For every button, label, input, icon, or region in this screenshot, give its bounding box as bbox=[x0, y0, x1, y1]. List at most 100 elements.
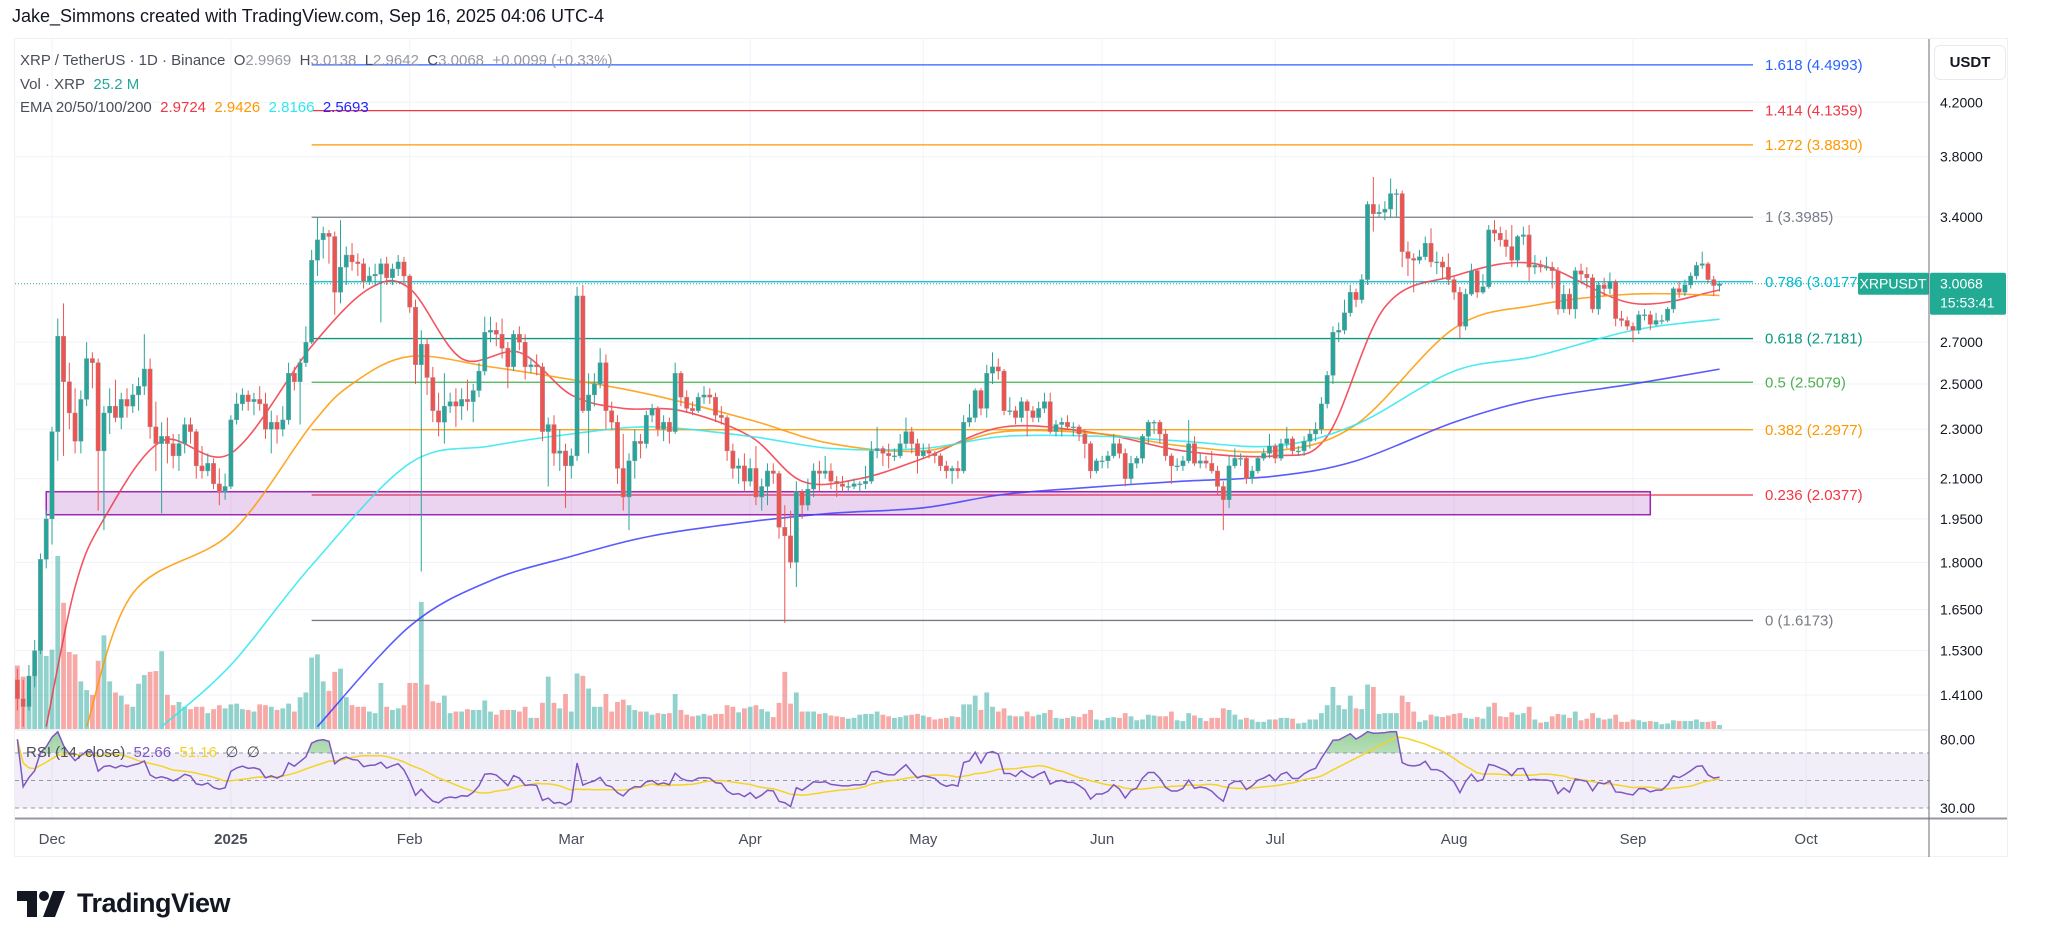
candle-body bbox=[1140, 436, 1145, 459]
candle-body bbox=[1532, 265, 1538, 268]
volume-bar bbox=[136, 683, 141, 729]
legend-ema-row[interactable]: EMA 20/50/100/200 2.9724 2.9426 2.8166 2… bbox=[20, 99, 369, 116]
candle bbox=[61, 303, 66, 456]
candle-body bbox=[551, 424, 557, 454]
volume-bar bbox=[926, 717, 932, 729]
volume-bar bbox=[1619, 721, 1624, 729]
candle bbox=[1209, 450, 1215, 474]
volume-bar bbox=[557, 708, 563, 729]
volume-bar bbox=[695, 715, 701, 729]
candle bbox=[176, 433, 182, 471]
volume-bar bbox=[1555, 713, 1561, 729]
candle-body bbox=[586, 394, 592, 411]
candle bbox=[101, 406, 107, 531]
candle-body bbox=[1076, 426, 1082, 435]
price-axis-label: 3.8000 bbox=[1940, 149, 1983, 165]
volume-value: 25.2 M bbox=[93, 76, 140, 93]
candle-body bbox=[488, 330, 493, 333]
candle-body bbox=[909, 431, 915, 444]
price-axis-label: 1.8000 bbox=[1940, 554, 1983, 570]
volume-bar bbox=[193, 706, 199, 729]
volume-bar bbox=[263, 705, 268, 729]
candle bbox=[511, 330, 516, 372]
candle-body bbox=[638, 440, 643, 444]
candle bbox=[1336, 322, 1342, 343]
candle bbox=[326, 229, 332, 264]
candle-body bbox=[690, 408, 695, 411]
candle-body bbox=[257, 399, 263, 405]
volume-bar bbox=[817, 713, 822, 729]
volume-bar bbox=[1117, 717, 1122, 729]
candle-body bbox=[892, 455, 897, 458]
volume-bar bbox=[332, 671, 338, 729]
volume-bar bbox=[228, 704, 234, 729]
volume-bar bbox=[1549, 716, 1555, 729]
candle bbox=[1486, 225, 1492, 289]
volume-bar bbox=[1238, 719, 1244, 729]
volume-bar bbox=[938, 718, 943, 729]
candle bbox=[1301, 436, 1307, 456]
candle-body bbox=[38, 559, 43, 651]
currency-unit-button[interactable]: USDT bbox=[1934, 45, 2006, 80]
candle bbox=[1134, 455, 1140, 469]
volume-bar bbox=[1717, 725, 1722, 729]
candle-body bbox=[447, 401, 453, 407]
rsi-legend[interactable]: RSI (14, close) 52.66 51.16 ∅ ∅ bbox=[26, 743, 260, 761]
volume-bar bbox=[1509, 712, 1515, 729]
symbol-title[interactable]: XRP / TetherUS · 1D · Binance bbox=[20, 52, 226, 69]
candle-body bbox=[603, 362, 609, 411]
support-zone[interactable] bbox=[45, 490, 1652, 516]
candle bbox=[620, 433, 626, 511]
candle bbox=[770, 463, 776, 484]
candle bbox=[713, 392, 718, 423]
candle bbox=[332, 231, 338, 315]
candle-body bbox=[482, 332, 488, 372]
volume-bar bbox=[1018, 716, 1024, 729]
time-axis-label: Apr bbox=[738, 831, 761, 848]
candle-body bbox=[793, 491, 799, 563]
volume-bar bbox=[118, 695, 124, 729]
volume-bar bbox=[72, 654, 78, 729]
candle-body bbox=[1694, 265, 1699, 277]
candle bbox=[216, 468, 222, 506]
volume-bar bbox=[1659, 724, 1665, 729]
candle-body bbox=[1065, 422, 1070, 428]
candle bbox=[43, 510, 49, 569]
candle bbox=[851, 478, 857, 490]
candle bbox=[476, 362, 482, 398]
candle bbox=[378, 258, 384, 323]
candle-body bbox=[1544, 266, 1549, 269]
symbol-tag bbox=[1858, 272, 1929, 295]
candle bbox=[1509, 225, 1515, 268]
candle-body bbox=[176, 443, 182, 457]
bar-countdown: 15:53:41 bbox=[1940, 295, 1995, 311]
fib-retracement[interactable]: 1.618 (4.4993) 1.414 (4.1359) 1.272 (3.883… bbox=[311, 57, 1863, 630]
volume-bar bbox=[655, 713, 661, 729]
candle bbox=[684, 390, 690, 413]
candle-body bbox=[216, 483, 222, 492]
candle bbox=[1549, 261, 1555, 289]
candle-body bbox=[1365, 204, 1370, 280]
candle-body bbox=[1376, 212, 1382, 215]
candle bbox=[1659, 314, 1665, 325]
candle bbox=[343, 246, 349, 285]
candle bbox=[1584, 267, 1590, 289]
tradingview-logo[interactable]: TradingView bbox=[17, 888, 231, 919]
candle bbox=[1619, 310, 1624, 327]
candle bbox=[159, 422, 165, 514]
candle bbox=[72, 388, 78, 454]
volume-bar bbox=[1232, 714, 1238, 729]
candle bbox=[401, 256, 407, 285]
candle-body bbox=[817, 470, 822, 474]
candle bbox=[1290, 436, 1295, 456]
legend-volume-row[interactable]: Vol · XRP 25.2 M bbox=[20, 76, 139, 93]
candle bbox=[251, 392, 257, 416]
ema20-value: 2.9724 bbox=[160, 99, 207, 116]
candle bbox=[522, 334, 528, 380]
candle bbox=[263, 392, 268, 439]
candle bbox=[822, 455, 828, 479]
candle-body bbox=[1399, 193, 1405, 252]
candle-body bbox=[1290, 438, 1295, 452]
candle bbox=[1694, 261, 1699, 280]
